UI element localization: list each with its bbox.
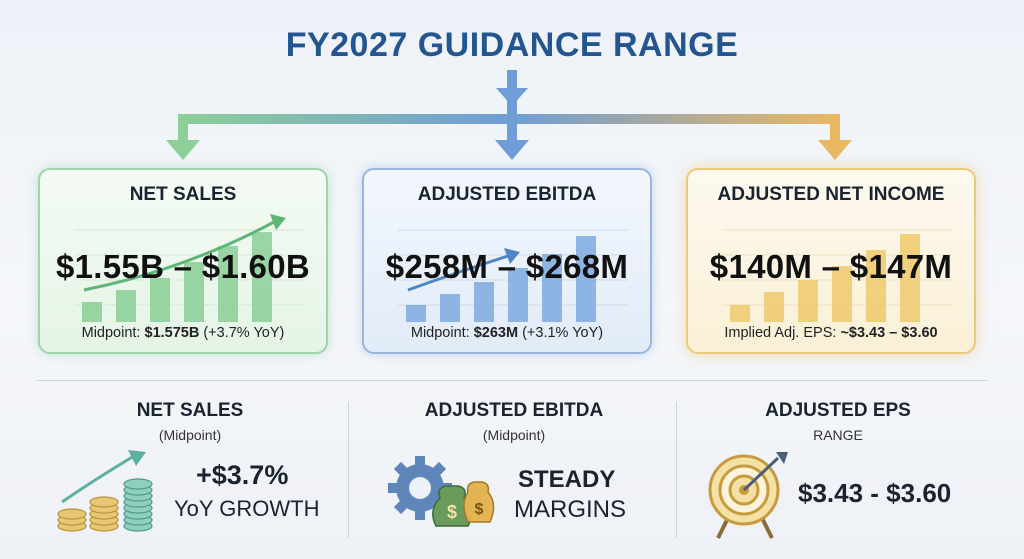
margins-label: MARGINS xyxy=(514,496,627,523)
adjusted-net-income-card: ADJUSTED NET INCOME $140M – $147M Implie… xyxy=(686,168,976,354)
card-footnote: Midpoint: $1.575B (+3.7% YoY) xyxy=(81,325,285,341)
growth-value: +$3.7% xyxy=(196,460,289,490)
summary-heading: ADJUSTED EBITDA xyxy=(424,400,604,421)
card-heading: NET SALES xyxy=(129,184,237,205)
card-heading: ADJUSTED EBITDA xyxy=(417,184,597,205)
range-value: $1.55B – $1.60B xyxy=(55,248,310,285)
page-title: FY2027 GUIDANCE RANGE xyxy=(285,26,739,64)
eps-range-value: $3.43 - $3.60 xyxy=(798,478,952,508)
adjusted-ebitda-summary: ADJUSTED EBITDA (Midpoint) $ $ STEADY MA… xyxy=(364,400,664,550)
section-divider xyxy=(36,380,988,381)
card-footnote: Implied Adj. EPS: ~$3.43 – $3.60 xyxy=(724,325,938,341)
connector-arrows xyxy=(166,70,852,160)
range-value: $140M – $147M xyxy=(709,248,953,285)
summary-subheading: RANGE xyxy=(813,427,863,443)
card-heading: ADJUSTED NET INCOME xyxy=(717,184,945,205)
steady-label: STEADY xyxy=(518,466,616,493)
net-sales-summary: NET SALES (Midpoint) +$3.7% YoY GROWTH xyxy=(40,400,340,550)
growth-label: YoY GROWTH xyxy=(174,496,320,521)
target-icon xyxy=(708,452,788,539)
range-value: $258M – $268M xyxy=(385,248,629,285)
growth-bars-icon xyxy=(74,214,304,322)
adjusted-ebitda-card: ADJUSTED EBITDA $258M – $268M Midpoint: … xyxy=(362,168,652,354)
adjusted-eps-summary: ADJUSTED EPS RANGE $3.43 - $3.60 xyxy=(688,400,988,550)
svg-text:$: $ xyxy=(475,501,484,518)
coins-growth-icon xyxy=(57,450,153,532)
card-footnote: Midpoint: $263M (+3.1% YoY) xyxy=(410,325,604,341)
growth-bars-icon xyxy=(398,229,628,322)
summary-heading: NET SALES xyxy=(136,400,244,421)
net-sales-card: NET SALES $1.55B – $1.60B Midpoint: $1.5… xyxy=(38,168,328,354)
growth-bars-icon xyxy=(722,229,952,322)
column-divider xyxy=(676,402,677,538)
column-divider xyxy=(348,402,349,538)
summary-subheading: (Midpoint) xyxy=(482,427,546,443)
svg-text:$: $ xyxy=(447,502,457,522)
summary-subheading: (Midpoint) xyxy=(158,427,222,443)
gear-money-bags-icon: $ $ xyxy=(388,456,495,527)
summary-heading: ADJUSTED EPS xyxy=(765,400,911,421)
